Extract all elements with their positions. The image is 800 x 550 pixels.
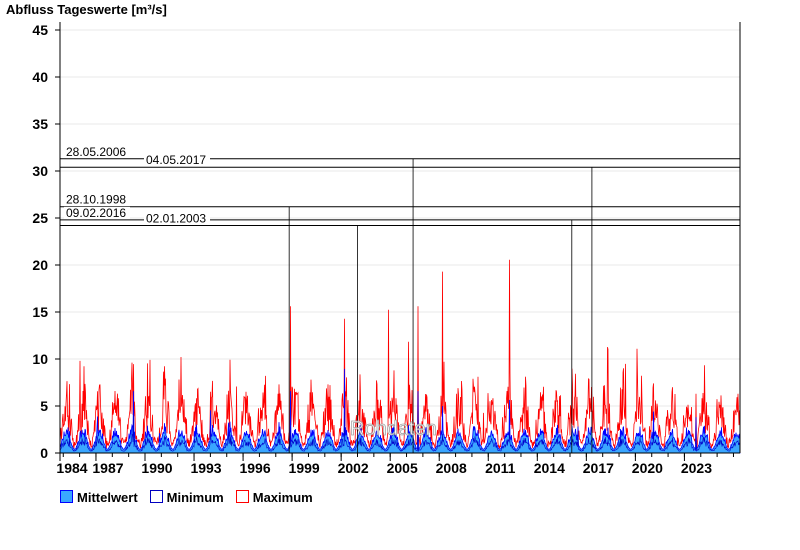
x-tick-label: 2014 [534,460,565,476]
x-tick-label: 2002 [338,460,369,476]
y-tick-label: 15 [32,304,48,320]
y-tick-label: 10 [32,351,48,367]
y-tick-label: 45 [32,22,48,38]
y-tick-label: 5 [40,398,48,414]
x-tick-label: 1996 [239,460,270,476]
y-tick-label: 0 [40,445,48,461]
x-tick-label: 2011 [485,460,516,476]
x-tick-label: 2008 [436,460,467,476]
annotation-label: 04.05.2017 [146,153,206,167]
x-tick-label: 2020 [632,460,663,476]
y-tick-label: 30 [32,163,48,179]
legend-label: Maximum [252,490,313,505]
legend-label: Mittelwert [77,490,138,505]
annotation-label-bg [64,145,130,158]
x-tick-label: 1999 [289,460,320,476]
legend-mittelwert: Mittelwert [60,490,138,505]
x-tick-label: 2017 [583,460,614,476]
x-tick-label: 1993 [190,460,221,476]
x-tick-label: 1987 [92,460,123,476]
legend-label: Minimum [166,490,224,505]
y-tick-label: 25 [32,210,48,226]
y-tick-label: 20 [32,257,48,273]
annotation-label-bg [144,154,210,167]
annotation-label: 09.02.2016 [66,206,126,220]
annotation-label-bg [64,206,130,219]
chart-title: Abfluss Tageswerte [m³/s] [6,2,167,17]
annotation-label: 28.05.2006 [66,145,126,159]
annotation-label: 02.01.2003 [146,212,206,226]
legend-maximum: Maximum [235,490,313,505]
annotation-label-bg [144,212,210,225]
legend: Mittelwert Minimum Maximum [60,490,313,505]
x-tick-label: 1984 [56,460,87,476]
x-tick-label: 1990 [141,460,172,476]
series-maximum [59,259,741,450]
y-tick-label: 40 [32,69,48,85]
y-tick-label: 35 [32,116,48,132]
legend-minimum: Minimum [149,490,224,505]
x-tick-label: 2005 [387,460,418,476]
x-tick-label: 2023 [681,460,712,476]
annotation-label: 28.10.1998 [66,193,126,207]
series-mittelwert [59,368,741,454]
series-minimum [59,410,741,453]
watermark: Rohdaten [350,418,437,440]
annotation-label-bg [64,193,130,206]
